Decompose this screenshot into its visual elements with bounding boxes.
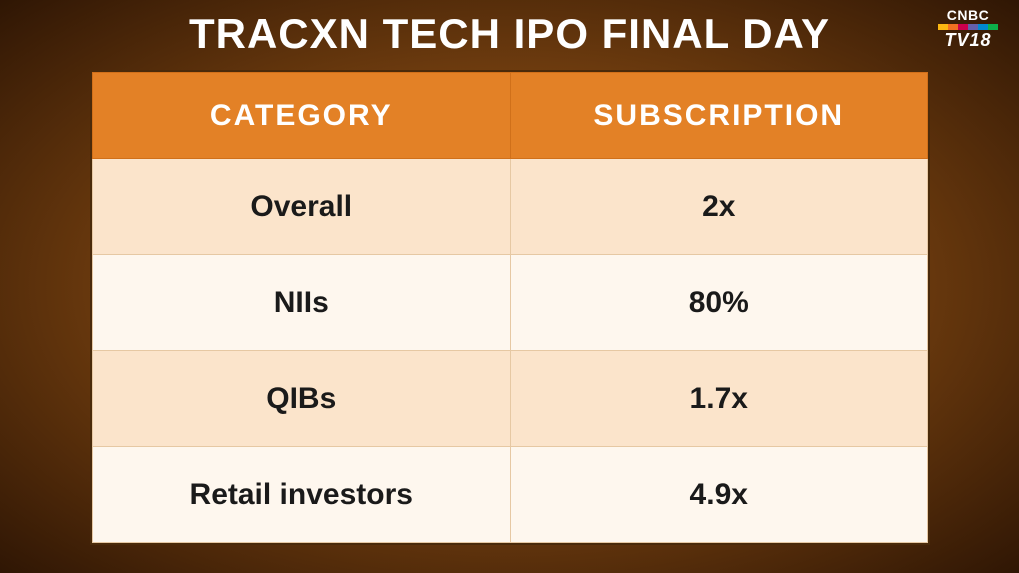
page-title: TRACXN TECH IPO FINAL DAY <box>0 0 1019 58</box>
col-header-subscription: SUBSCRIPTION <box>510 73 928 159</box>
logo-top-text: CNBC <box>929 8 1007 22</box>
subscription-table: CATEGORY SUBSCRIPTION Overall 2x NIIs 80… <box>90 70 930 545</box>
table-header-row: CATEGORY SUBSCRIPTION <box>93 73 928 159</box>
table-row: NIIs 80% <box>93 255 928 351</box>
cell-subscription: 4.9x <box>510 447 928 543</box>
cell-category: Overall <box>93 159 511 255</box>
table-row: Overall 2x <box>93 159 928 255</box>
cell-subscription: 1.7x <box>510 351 928 447</box>
table-row: QIBs 1.7x <box>93 351 928 447</box>
cell-subscription: 2x <box>510 159 928 255</box>
logo-bottom-text: TV18 <box>929 30 1007 50</box>
channel-logo: CNBC TV18 <box>929 8 1007 60</box>
cell-subscription: 80% <box>510 255 928 351</box>
cell-category: Retail investors <box>93 447 511 543</box>
table-row: Retail investors 4.9x <box>93 447 928 543</box>
col-header-category: CATEGORY <box>93 73 511 159</box>
cell-category: QIBs <box>93 351 511 447</box>
cell-category: NIIs <box>93 255 511 351</box>
